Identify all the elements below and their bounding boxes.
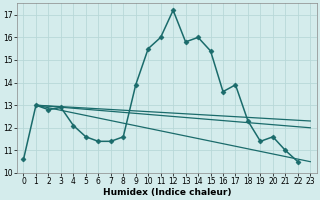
X-axis label: Humidex (Indice chaleur): Humidex (Indice chaleur) bbox=[103, 188, 231, 197]
